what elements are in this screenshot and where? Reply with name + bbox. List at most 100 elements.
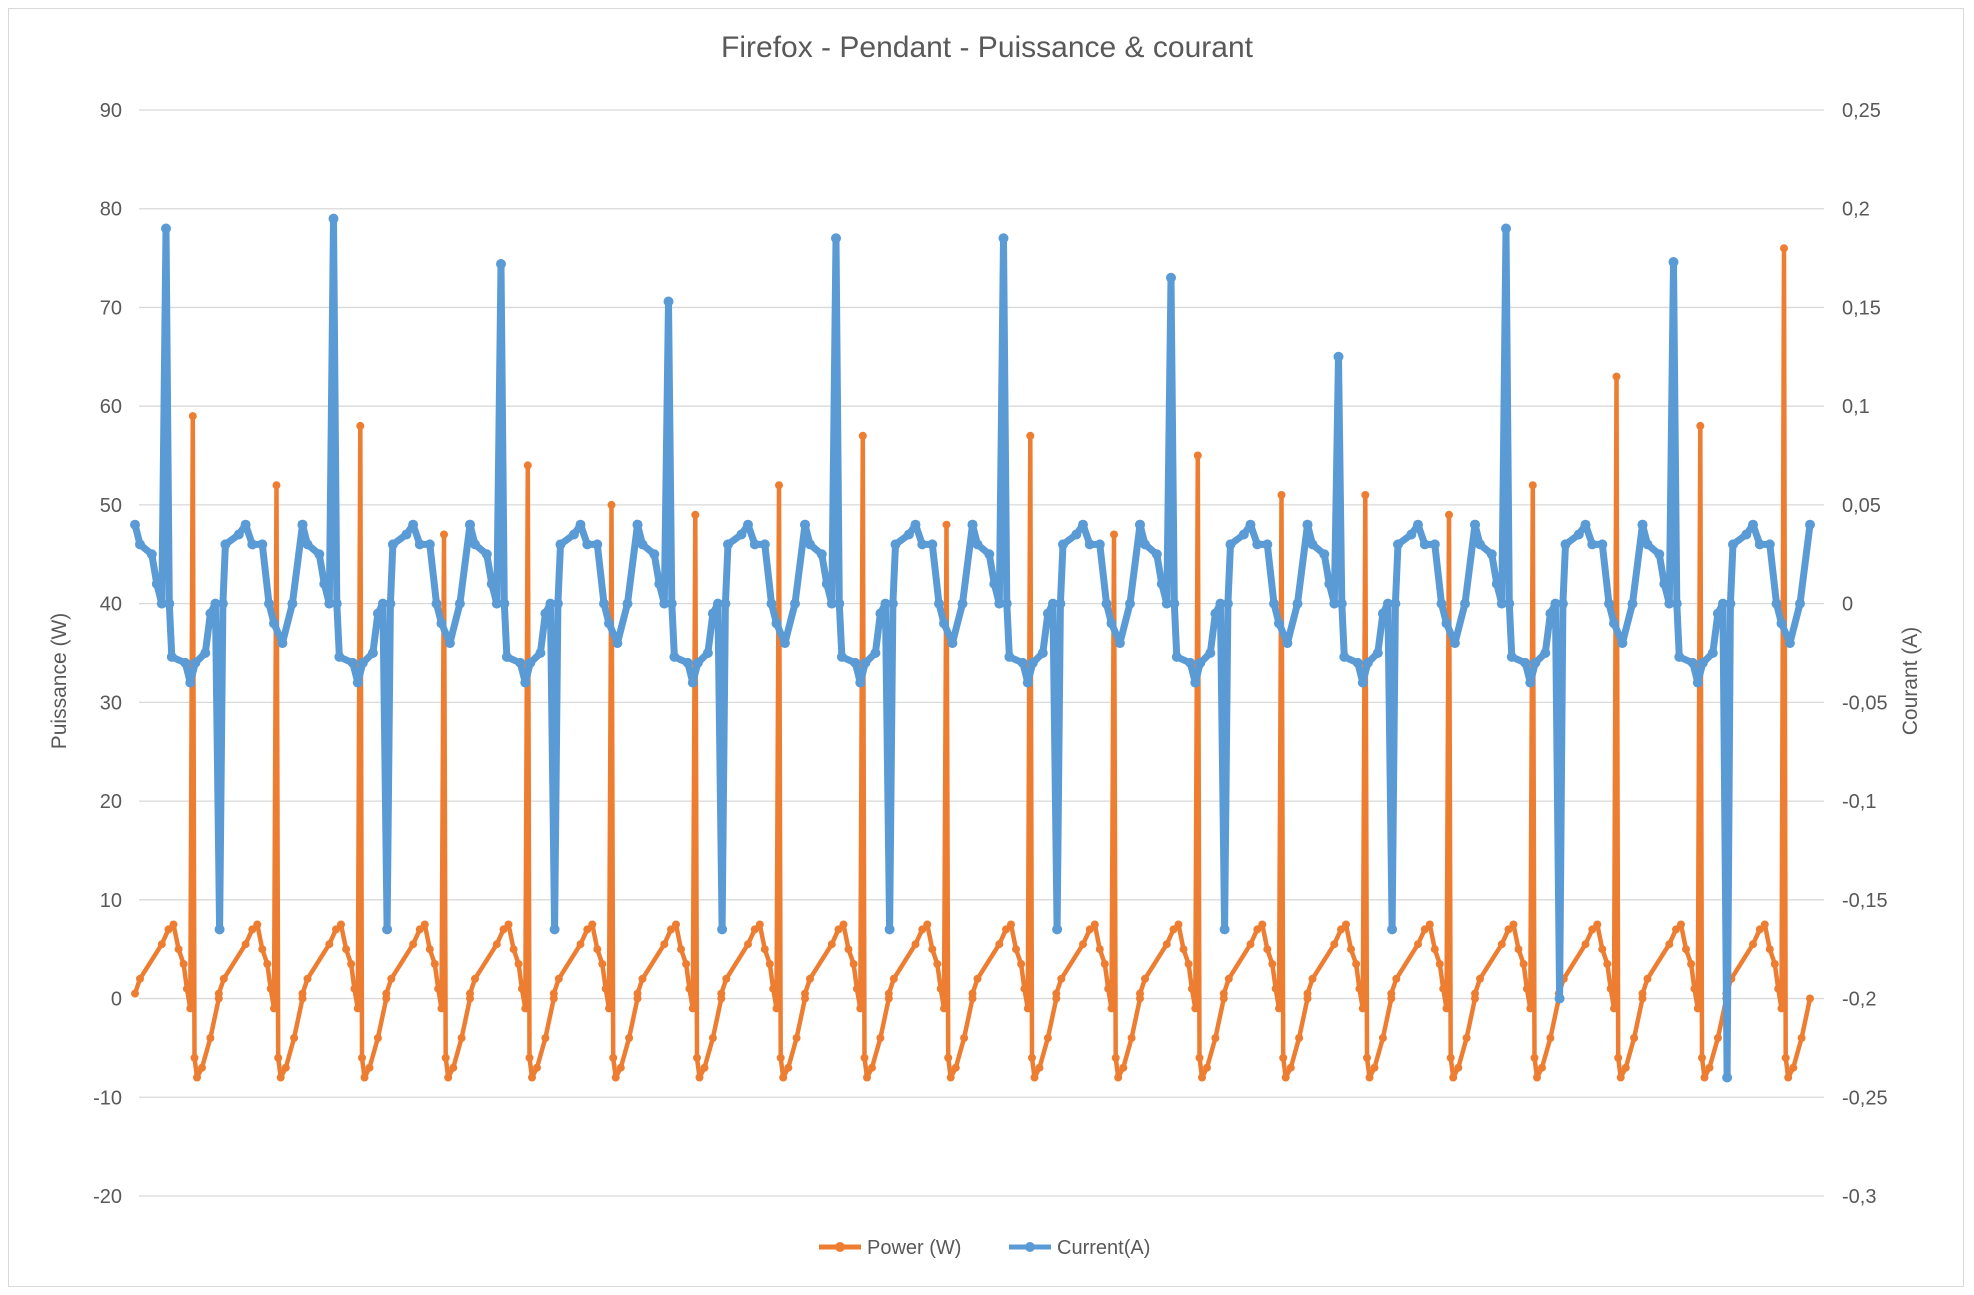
current-point: [515, 657, 526, 668]
left-tick-label: 10: [100, 890, 122, 912]
power-point: [248, 925, 257, 934]
power-point: [1526, 1004, 1535, 1013]
power-point: [521, 1004, 530, 1013]
power-point: [760, 945, 769, 954]
power-point: [792, 1034, 801, 1042]
power-point: [860, 1053, 869, 1062]
current-point: [1125, 598, 1135, 609]
current-point: [836, 651, 847, 662]
power-point: [332, 925, 340, 934]
power-point: [576, 940, 585, 949]
power-point: [839, 920, 848, 929]
power-point: [1504, 925, 1513, 934]
current-point: [592, 539, 603, 550]
legend-item-power[interactable]: Power (W): [819, 1237, 961, 1259]
power-point: [852, 984, 861, 993]
power-point: [849, 960, 858, 968]
current-point: [424, 539, 435, 550]
current-point: [1387, 924, 1398, 935]
power-point: [744, 940, 752, 949]
power-point: [1610, 1004, 1618, 1013]
power-point: [514, 960, 523, 968]
current-point: [850, 657, 861, 668]
power-point: [693, 1053, 701, 1062]
power-point: [1026, 431, 1035, 440]
current-point: [334, 651, 345, 662]
power-point: [755, 920, 764, 929]
current-point: [1219, 924, 1230, 935]
power-point: [492, 940, 501, 949]
current-point: [314, 549, 325, 560]
power-point: [1425, 920, 1434, 929]
power-point: [169, 920, 178, 929]
power-point: [449, 1063, 458, 1072]
power-point: [1179, 945, 1188, 954]
power-point: [1638, 989, 1647, 998]
left-tick-label: 90: [100, 100, 122, 122]
current-line: [131, 215, 1814, 1081]
power-point: [466, 989, 474, 998]
power-point: [667, 925, 675, 934]
power-point: [1279, 1053, 1288, 1062]
power-point: [1789, 1063, 1798, 1072]
current-point: [743, 519, 753, 530]
power-point: [1690, 984, 1699, 993]
power-point: [1806, 994, 1814, 1003]
power-point: [360, 1073, 369, 1082]
power-point: [509, 945, 518, 954]
power-point: [528, 1073, 536, 1082]
power-point: [444, 1073, 453, 1082]
current-point: [637, 539, 648, 550]
power-point: [685, 984, 694, 993]
power-point: [131, 989, 139, 998]
power-point: [775, 481, 783, 490]
power-point: [1085, 925, 1094, 934]
power-point: [691, 510, 700, 519]
current-point: [1262, 539, 1273, 550]
current-point: [1717, 598, 1728, 609]
legend-item-current[interactable]: Current(A): [1009, 1237, 1150, 1259]
series-power: [131, 244, 1814, 1082]
power-point: [504, 920, 513, 929]
current-point: [1101, 598, 1112, 609]
power-point: [801, 989, 809, 998]
current-point: [1554, 993, 1565, 1004]
power-point: [471, 974, 479, 983]
right-tick-label: 0,15: [1842, 297, 1881, 319]
current-point: [1654, 549, 1665, 560]
power-point: [298, 989, 307, 998]
current-point: [1329, 598, 1340, 609]
current-point: [1001, 598, 1012, 609]
current-point: [771, 618, 782, 629]
power-point: [1514, 945, 1523, 954]
power-point: [1187, 984, 1196, 993]
right-tick-label: 0,2: [1842, 199, 1870, 221]
current-point: [604, 618, 614, 629]
right-tick-label: 0: [1842, 594, 1853, 616]
power-point: [525, 1053, 534, 1062]
power-point: [434, 984, 443, 993]
current-point: [1674, 651, 1685, 662]
power-point: [700, 1063, 709, 1072]
current-point: [135, 539, 145, 550]
power-point: [688, 1004, 697, 1013]
power-point: [598, 960, 607, 968]
power-point: [973, 974, 982, 983]
power-point: [717, 989, 726, 998]
current-point: [499, 598, 510, 609]
current-point: [180, 657, 191, 668]
current-point: [1106, 618, 1117, 629]
current-point: [984, 549, 995, 560]
power-point: [1203, 1063, 1211, 1072]
power-point: [1774, 984, 1783, 993]
power-point: [638, 974, 647, 983]
current-point: [1151, 549, 1162, 560]
current-point: [1372, 648, 1383, 658]
current-point: [1659, 578, 1670, 589]
power-point: [409, 940, 418, 949]
left-tick-label: 50: [100, 495, 122, 517]
power-point: [995, 940, 1004, 949]
power-point: [420, 920, 429, 929]
power-point: [1593, 920, 1602, 929]
current-point: [669, 651, 680, 662]
